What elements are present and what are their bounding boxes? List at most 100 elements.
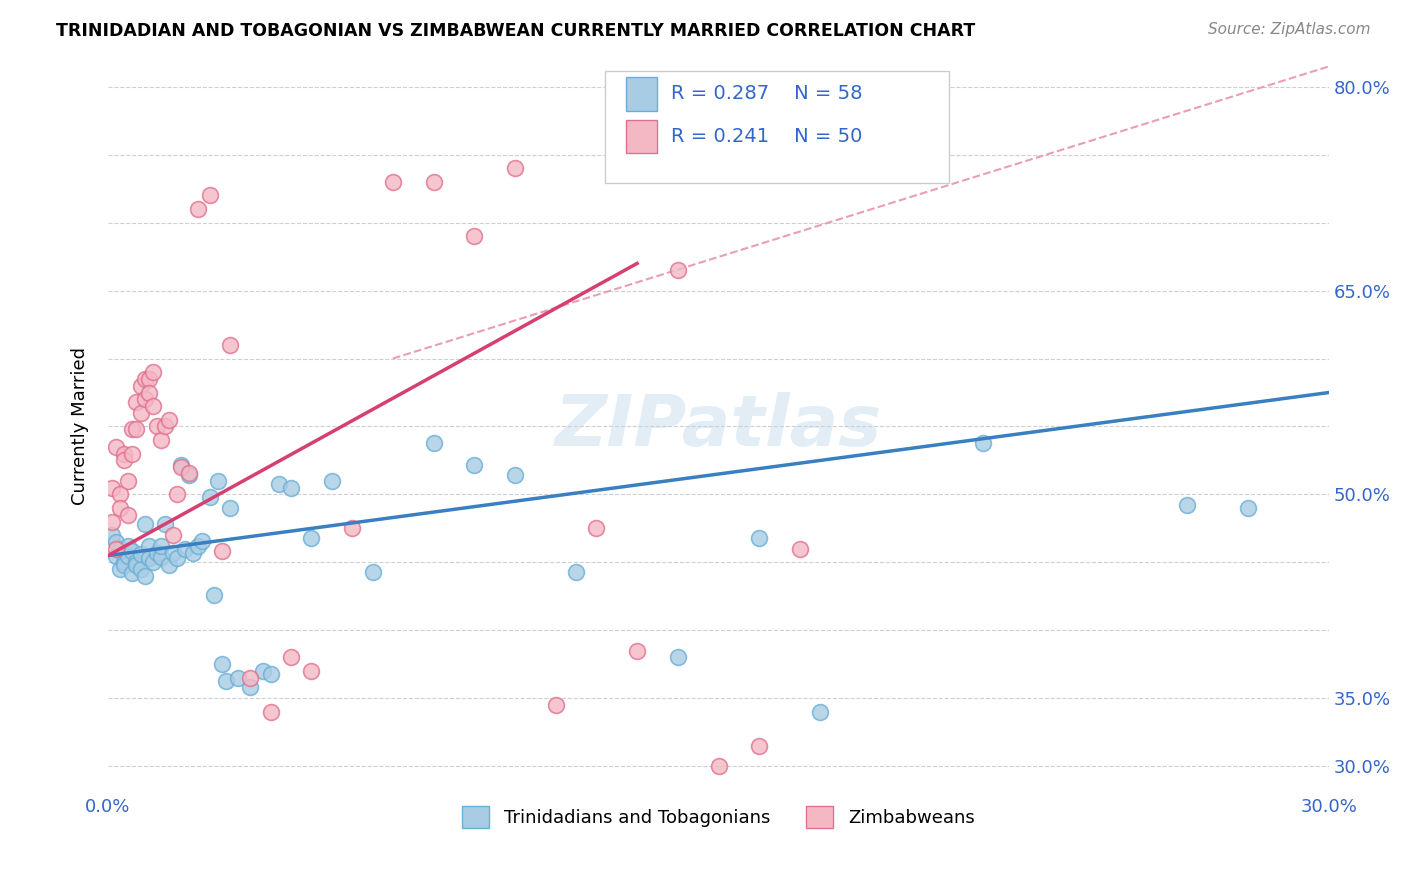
Point (112, 558, 135, 572)
Point (748, 739, 770, 753)
Point (179, 468, 201, 483)
Text: TRINIDADIAN AND TOBAGONIAN VS ZIMBABWEAN CURRENTLY MARRIED CORRELATION CHART: TRINIDADIAN AND TOBAGONIAN VS ZIMBABWEAN… (56, 22, 976, 40)
Point (239, 671, 262, 685)
Point (121, 422, 143, 436)
Point (105, 541, 128, 556)
Point (105, 535, 128, 549)
Point (134, 569, 156, 583)
Point (503, 468, 526, 483)
Point (186, 539, 208, 553)
Point (134, 392, 156, 407)
Point (121, 566, 143, 581)
Point (544, 698, 567, 712)
Point (789, 541, 811, 556)
Point (108, 541, 131, 556)
Point (129, 378, 152, 392)
Point (226, 671, 249, 685)
Point (162, 546, 184, 560)
Point (198, 188, 221, 202)
Y-axis label: Currently Married: Currently Married (72, 348, 89, 506)
Point (170, 458, 193, 472)
Point (340, 521, 363, 535)
Point (125, 395, 148, 409)
Point (239, 681, 262, 695)
Point (138, 385, 160, 400)
Point (117, 549, 139, 563)
Point (129, 547, 152, 561)
Point (280, 481, 302, 495)
Point (170, 460, 193, 475)
Legend: Trinidadians and Tobagonians, Zimbabweans: Trinidadians and Tobagonians, Zimbabwean… (456, 799, 981, 836)
Point (215, 673, 238, 688)
Point (186, 202, 208, 216)
Point (707, 759, 730, 773)
Point (361, 565, 384, 579)
Point (1236, 501, 1258, 516)
Point (117, 474, 139, 488)
Point (166, 487, 188, 501)
Point (138, 539, 160, 553)
Point (179, 466, 201, 480)
Point (503, 161, 526, 176)
Point (626, 643, 648, 657)
Point (101, 481, 124, 495)
Point (260, 705, 283, 719)
Point (190, 533, 212, 548)
Text: R = 0.287    N = 58: R = 0.287 N = 58 (671, 84, 862, 103)
Point (138, 551, 160, 566)
Point (142, 555, 165, 569)
Point (301, 531, 323, 545)
Point (101, 528, 124, 542)
Point (748, 531, 770, 545)
Point (565, 565, 588, 579)
Point (129, 562, 152, 576)
Point (121, 447, 143, 461)
Point (422, 175, 444, 189)
Point (108, 562, 131, 576)
Point (666, 263, 689, 277)
Point (125, 555, 148, 569)
Point (211, 657, 233, 672)
Point (142, 399, 165, 413)
Point (121, 544, 143, 558)
Point (463, 229, 485, 244)
Point (198, 490, 221, 504)
Point (166, 551, 188, 566)
Point (101, 515, 124, 529)
Point (321, 474, 343, 488)
Point (183, 546, 205, 560)
Point (105, 549, 128, 563)
Point (112, 447, 135, 461)
Point (146, 419, 169, 434)
Point (972, 435, 994, 450)
Point (105, 440, 128, 454)
Point (108, 501, 131, 516)
Point (134, 517, 156, 532)
Point (157, 558, 180, 572)
Point (134, 372, 156, 386)
Point (301, 664, 323, 678)
Point (267, 476, 290, 491)
Point (153, 419, 176, 434)
Point (585, 521, 607, 535)
Point (280, 650, 302, 665)
Point (1175, 498, 1198, 512)
Point (381, 175, 404, 189)
Point (422, 435, 444, 450)
Point (117, 539, 139, 553)
Point (260, 666, 283, 681)
Point (142, 365, 165, 379)
Point (174, 541, 197, 556)
Point (125, 422, 148, 436)
Point (146, 546, 169, 560)
Point (153, 517, 176, 532)
Point (108, 487, 131, 501)
Text: R = 0.241    N = 50: R = 0.241 N = 50 (671, 127, 862, 146)
Point (129, 406, 152, 420)
Point (112, 555, 135, 569)
Point (149, 539, 172, 553)
Point (463, 458, 485, 472)
Point (211, 544, 233, 558)
Point (125, 558, 148, 572)
Point (138, 372, 160, 386)
